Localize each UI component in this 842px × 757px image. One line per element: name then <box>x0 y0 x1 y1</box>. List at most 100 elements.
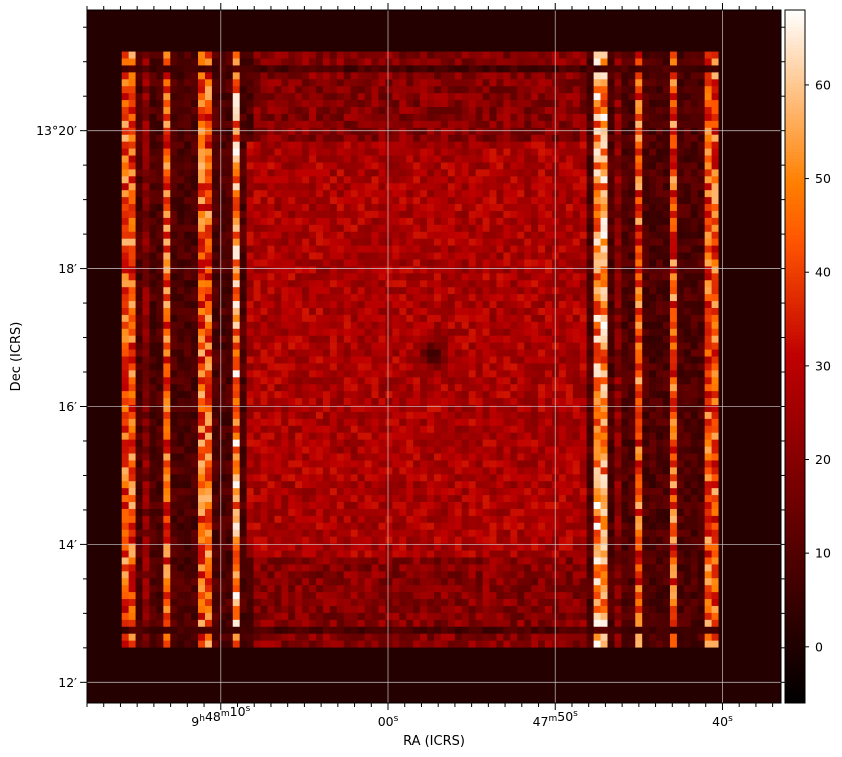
heatmap-cell <box>503 58 511 66</box>
heatmap-cell <box>676 51 685 59</box>
heatmap-cell <box>704 65 712 73</box>
heatmap-cell <box>274 127 282 136</box>
heatmap-cell <box>135 301 143 309</box>
heatmap-cell <box>87 287 95 295</box>
heatmap-cell <box>676 224 685 233</box>
heatmap-cell <box>399 58 407 66</box>
heatmap-cell <box>246 127 254 136</box>
heatmap-cell <box>295 190 303 198</box>
heatmap-cell <box>427 141 435 149</box>
heatmap-cell <box>288 148 296 156</box>
heatmap-cell <box>177 155 185 163</box>
heatmap-cell <box>503 231 511 240</box>
heatmap-cell <box>406 266 414 274</box>
heatmap-cell <box>711 155 719 163</box>
heatmap-cell <box>454 335 463 344</box>
heatmap-cell <box>434 328 442 337</box>
heatmap-cell <box>267 197 275 205</box>
heatmap-cell <box>87 65 95 73</box>
heatmap-cell <box>142 252 150 260</box>
heatmap-cell <box>128 238 136 247</box>
heatmap-cell <box>440 51 449 59</box>
heatmap-cell <box>614 120 622 129</box>
heatmap-cell <box>156 204 164 212</box>
heatmap-cell <box>683 217 692 226</box>
heatmap-cell <box>434 79 442 87</box>
heatmap-cell <box>482 287 490 295</box>
heatmap-cell <box>420 93 428 101</box>
heatmap-cell <box>704 58 712 66</box>
heatmap-cell <box>336 176 345 184</box>
heatmap-cell <box>440 113 449 122</box>
heatmap-cell <box>593 10 601 18</box>
heatmap-cell <box>614 301 622 309</box>
heatmap-cell <box>510 183 518 191</box>
heatmap-cell <box>669 100 678 108</box>
heatmap-cell <box>392 86 400 94</box>
heatmap-cell <box>683 266 692 274</box>
heatmap-cell <box>690 245 699 253</box>
heatmap-cell <box>447 238 456 247</box>
heatmap-cell <box>739 44 747 52</box>
heatmap-cell <box>614 10 622 18</box>
heatmap-cell <box>191 176 199 184</box>
heatmap-cell <box>434 86 442 94</box>
heatmap-cell <box>725 162 733 170</box>
heatmap-cell <box>725 287 733 295</box>
heatmap-cell <box>302 280 310 288</box>
heatmap-cell <box>281 287 289 295</box>
heatmap-cell <box>739 162 747 170</box>
heatmap-cell <box>232 294 241 302</box>
heatmap-cell <box>461 210 470 219</box>
heatmap-cell <box>93 314 102 323</box>
heatmap-cell <box>253 148 261 156</box>
heatmap-cell <box>739 321 747 330</box>
heatmap-cell <box>149 10 157 18</box>
heatmap-cell <box>295 328 303 337</box>
heatmap-cell <box>593 107 601 115</box>
heatmap-cell <box>107 44 116 52</box>
heatmap-cell <box>531 10 539 18</box>
heatmap-cell <box>87 349 95 357</box>
heatmap-cell <box>454 224 463 233</box>
heatmap-cell <box>517 259 525 267</box>
heatmap-cell <box>725 148 733 156</box>
heatmap-cell <box>357 335 365 344</box>
heatmap-cell <box>232 113 241 122</box>
heatmap-cell <box>142 162 150 170</box>
heatmap-cell <box>309 44 317 52</box>
heatmap-cell <box>177 273 185 281</box>
heatmap-cell <box>517 217 525 226</box>
heatmap-cell <box>371 183 379 191</box>
heatmap-cell <box>239 120 248 129</box>
heatmap-cell <box>267 342 275 350</box>
heatmap-cell <box>225 162 234 170</box>
heatmap-cell <box>586 287 595 295</box>
heatmap-cell <box>336 65 345 73</box>
heatmap-cell <box>489 273 497 281</box>
heatmap-cell <box>468 328 477 337</box>
heatmap-cell <box>100 294 109 302</box>
heatmap-cell <box>170 335 178 344</box>
heatmap-cell <box>746 231 754 240</box>
heatmap-cell <box>156 335 164 344</box>
heatmap-cell <box>551 342 560 350</box>
heatmap-cell <box>191 238 199 247</box>
heatmap-cell <box>184 72 192 80</box>
heatmap-cell <box>538 231 546 240</box>
heatmap-cell <box>184 245 192 253</box>
heatmap-cell <box>427 10 435 18</box>
heatmap-cell <box>440 107 449 115</box>
heatmap-cell <box>767 238 775 247</box>
heatmap-cell <box>309 51 317 59</box>
heatmap-cell <box>267 314 275 323</box>
heatmap-cell <box>295 169 303 177</box>
heatmap-cell <box>572 294 581 302</box>
heatmap-cell <box>322 266 331 274</box>
heatmap-cell <box>663 141 671 149</box>
heatmap-cell <box>329 259 338 267</box>
heatmap-cell <box>746 197 754 205</box>
heatmap-cell <box>468 65 477 73</box>
heatmap-cell <box>760 183 768 191</box>
heatmap-cell <box>198 169 206 177</box>
